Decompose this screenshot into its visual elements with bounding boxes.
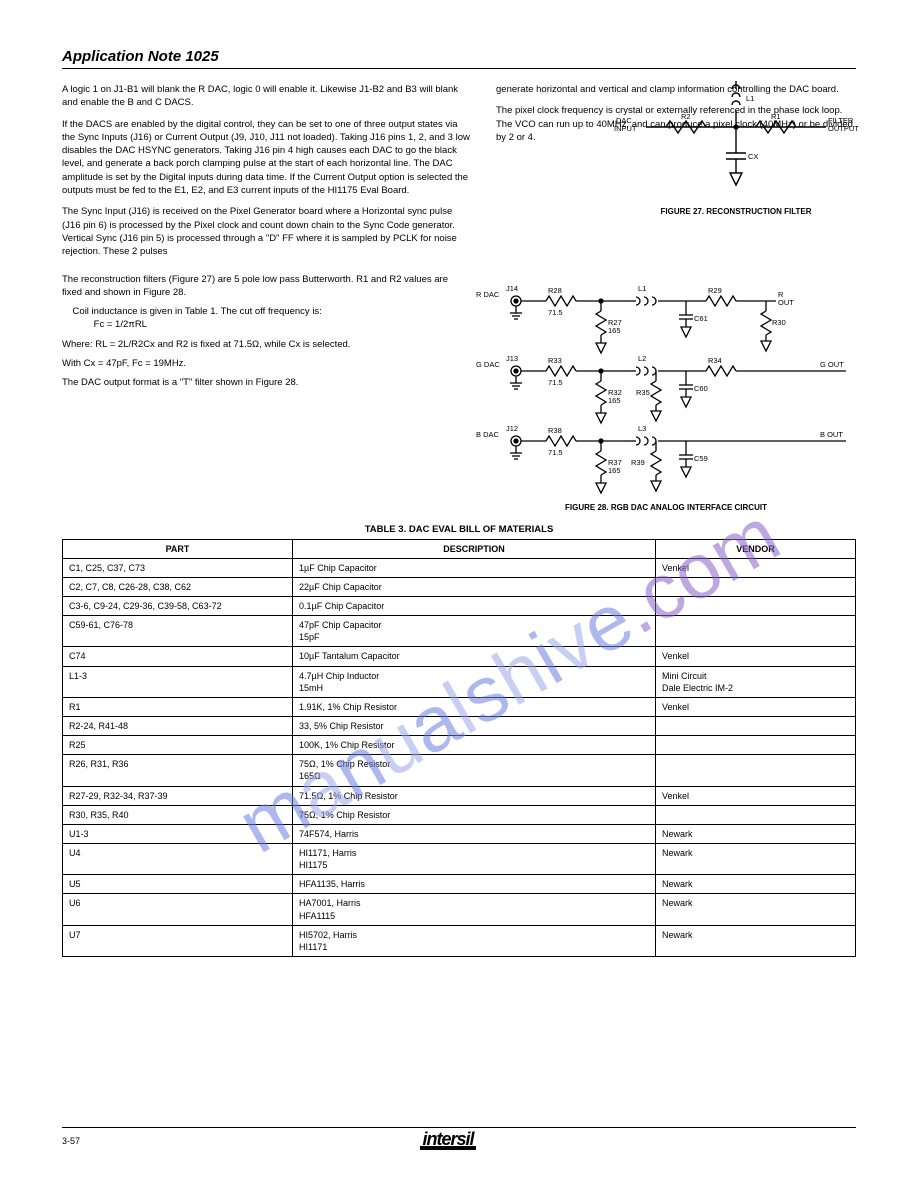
- intersil-logo: intersil: [420, 1132, 475, 1150]
- table-row: U1-374F574, HarrisNewark: [63, 824, 856, 843]
- bom-col-vendor: VENDOR: [656, 539, 856, 558]
- svg-text:71.5: 71.5: [548, 308, 563, 317]
- fig27-r1-label: R1: [771, 112, 781, 121]
- bom-col-desc: DESCRIPTION: [293, 539, 656, 558]
- figure-27: L1 R2 DAC INPUT R1 FILTER OUTPUT: [606, 73, 866, 216]
- table-row: U6HA7001, Harris HFA1115Newark: [63, 894, 856, 925]
- svg-text:J14: J14: [506, 284, 518, 293]
- svg-text:C61: C61: [694, 314, 708, 323]
- svg-text:INPUT: INPUT: [614, 124, 637, 133]
- svg-text:R34: R34: [708, 356, 722, 365]
- table-row: L1-34.7µH Chip Inductor 15mHMini Circuit…: [63, 666, 856, 697]
- svg-text:G DAC: G DAC: [476, 360, 500, 369]
- svg-text:71.5: 71.5: [548, 378, 563, 387]
- bom-table: PART DESCRIPTION VENDOR C1, C25, C37, C7…: [62, 539, 856, 957]
- svg-text:L3: L3: [638, 424, 646, 433]
- fig27-l1-label: L1: [746, 94, 754, 103]
- svg-text:G OUT: G OUT: [820, 360, 844, 369]
- svg-text:B DAC: B DAC: [476, 430, 500, 439]
- svg-text:R DAC: R DAC: [476, 290, 500, 299]
- table-row: R11.91K, 1% Chip ResistorVenkel: [63, 697, 856, 716]
- table-row: R30, R35, R4075Ω, 1% Chip Resistor: [63, 805, 856, 824]
- table-row: R25100K, 1% Chip Resistor: [63, 736, 856, 755]
- para-3: The Sync Input (J16) is received on the …: [62, 205, 472, 258]
- table-row: U7HI5702, Harris HI1171Newark: [63, 925, 856, 956]
- page-number: 3-57: [62, 1136, 80, 1146]
- para-8: With Cx = 47pF, Fc = 19MHz.: [62, 357, 452, 370]
- svg-text:R39: R39: [631, 458, 645, 467]
- page-title: Application Note 1025: [62, 48, 856, 69]
- para-7: Where: RL = 2L/R2Cx and R2 is fixed at 7…: [62, 338, 452, 351]
- svg-text:L2: L2: [638, 354, 646, 363]
- svg-text:165: 165: [608, 466, 621, 475]
- svg-text:R35: R35: [636, 388, 650, 397]
- table-row: R27-29, R32-34, R37-3971.5Ω, 1% Chip Res…: [63, 786, 856, 805]
- table-row: C59-61, C76-7847pF Chip Capacitor 15pF: [63, 616, 856, 647]
- svg-text:OUTPUT: OUTPUT: [828, 124, 859, 133]
- table-row: R26, R31, R3675Ω, 1% Chip Resistor 165Ω: [63, 755, 856, 786]
- table-row: C1, C25, C37, C731µF Chip CapacitorVenke…: [63, 558, 856, 577]
- bom-col-part: PART: [63, 539, 293, 558]
- svg-text:R28: R28: [548, 286, 562, 295]
- footer: 3-57 intersil: [62, 1127, 856, 1150]
- para-2: If the DACS are enabled by the digital c…: [62, 118, 472, 198]
- svg-text:OUT: OUT: [778, 298, 794, 307]
- svg-text:R38: R38: [548, 426, 562, 435]
- bom-title: TABLE 3. DAC EVAL BILL OF MATERIALS: [62, 524, 856, 535]
- svg-text:J12: J12: [506, 424, 518, 433]
- para-6: The reconstruction filters (Figure 27) a…: [62, 273, 452, 300]
- svg-text:R29: R29: [708, 286, 722, 295]
- svg-text:R33: R33: [548, 356, 562, 365]
- svg-text:R30: R30: [772, 318, 786, 327]
- figure-28-caption: FIGURE 28. RGB DAC ANALOG INTERFACE CIRC…: [476, 503, 856, 512]
- svg-text:165: 165: [608, 326, 621, 335]
- para-fc: Coil inductance is given in Table 1. The…: [62, 305, 452, 332]
- fig27-r2-label: R2: [681, 112, 691, 121]
- svg-text:J13: J13: [506, 354, 518, 363]
- table-row: C7410µF Tantalum CapacitorVenkel: [63, 647, 856, 666]
- body-left-column: A logic 1 on J1-B1 will blank the R DAC,…: [62, 83, 472, 267]
- table-row: R2-24, R41-4833, 5% Chip Resistor: [63, 716, 856, 735]
- svg-text:C59: C59: [694, 454, 708, 463]
- table-row: C3-6, C9-24, C29-36, C39-58, C63-720.1µF…: [63, 596, 856, 615]
- svg-text:71.5: 71.5: [548, 448, 563, 457]
- table-row: U4HI1171, Harris HI1175Newark: [63, 843, 856, 874]
- para-1: A logic 1 on J1-B1 will blank the R DAC,…: [62, 83, 472, 110]
- body-right-column: generate horizontal and vertical and cla…: [496, 83, 856, 267]
- figure-28: R DAC J14 R28 71.5 R27: [476, 273, 856, 512]
- svg-text:165: 165: [608, 396, 621, 405]
- svg-text:B OUT: B OUT: [820, 430, 843, 439]
- svg-text:C60: C60: [694, 384, 708, 393]
- fig27-cx-label: CX: [748, 152, 758, 161]
- para-9: The DAC output format is a "T" filter sh…: [62, 376, 452, 389]
- table-row: U5HFA1135, HarrisNewark: [63, 875, 856, 894]
- svg-text:L1: L1: [638, 284, 646, 293]
- table-row: C2, C7, C8, C26-28, C38, C6222µF Chip Ca…: [63, 577, 856, 596]
- figure-27-caption: FIGURE 27. RECONSTRUCTION FILTER: [606, 207, 866, 216]
